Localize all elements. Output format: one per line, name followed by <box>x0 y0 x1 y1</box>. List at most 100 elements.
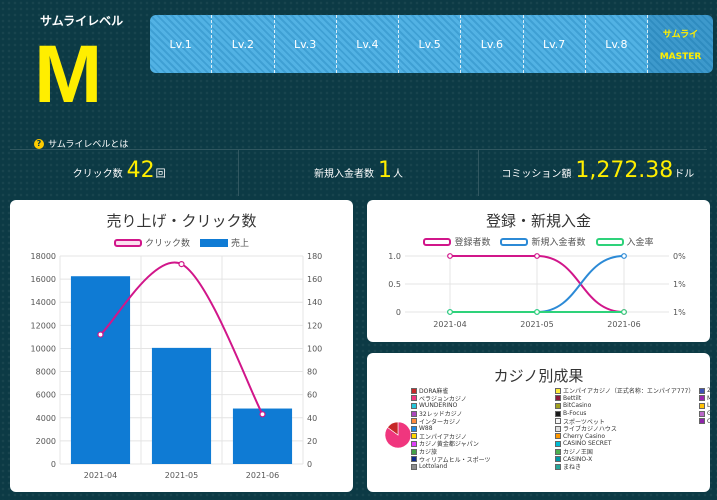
casino-legend-item[interactable]: B-Focus <box>555 410 693 418</box>
level-4[interactable]: Lv.4 <box>337 15 399 73</box>
casino-name: 21.com <box>707 387 710 395</box>
casino-legend-item[interactable]: ライブカジノハウス <box>555 425 693 433</box>
casino-legend-item[interactable]: エンパイアカジノ <box>411 433 549 441</box>
casino-legend-item[interactable]: Mystino <box>699 395 710 403</box>
casino-color-swatch <box>411 433 417 440</box>
depositors-value: 1 <box>377 158 392 183</box>
level-master[interactable]: サムライ MASTER <box>648 15 713 73</box>
level-7[interactable]: Lv.7 <box>524 15 586 73</box>
level-8[interactable]: Lv.8 <box>586 15 648 73</box>
clicks-point <box>97 331 104 338</box>
casino-name: カジ旅 <box>419 449 438 456</box>
legend-rate[interactable]: 入金率 <box>595 235 654 248</box>
casino-legend-item[interactable]: ベラジョンカジノ <box>411 395 549 402</box>
y-tick-right: 60 <box>307 391 317 400</box>
casino-color-swatch <box>555 425 561 432</box>
casino-legend-item[interactable]: Cherry Casino <box>555 433 693 441</box>
casino-legend-item[interactable]: インターカジノ <box>411 417 549 425</box>
level-3[interactable]: Lv.3 <box>275 15 337 73</box>
casino-legend-item[interactable]: 32レッドカジノ <box>411 410 549 418</box>
casino-legend-item[interactable]: カジノ王国 <box>555 448 693 456</box>
depositors-label: 新規入金者数 <box>313 169 374 180</box>
about-rank-link[interactable]: ? サムライレベルとは <box>34 137 128 150</box>
casino-legend-item[interactable]: カジ旅 <box>411 448 549 456</box>
casino-name: カジノ王国 <box>563 449 593 456</box>
casino-legend-item[interactable]: CASINO-X <box>555 455 693 463</box>
casino-name: Gambola <box>707 410 710 418</box>
casino-name: WUNDERINO <box>419 402 458 410</box>
y-tick-left: 10000 <box>31 344 56 353</box>
stat-clicks: クリック数 42 回 <box>0 150 240 196</box>
casino-legend-item[interactable]: W88 <box>411 425 549 433</box>
casino-legend-item[interactable]: Casumo <box>699 417 710 425</box>
commission-label: コミッション額 <box>501 169 572 180</box>
casino-name: スポーツベット <box>563 418 605 425</box>
level-1[interactable]: Lv.1 <box>150 15 213 73</box>
casino-name: ウィリアムヒル・スポーツ <box>419 456 491 463</box>
casino-legend-item[interactable]: まねき <box>555 463 693 471</box>
y-tick-left: 0 <box>51 460 56 469</box>
casino-legend-item[interactable]: BitCasino <box>555 402 693 410</box>
casino-legend-item[interactable]: Bettilt <box>555 395 693 403</box>
y-tick-left: 8000 <box>36 368 56 377</box>
x-tick-label: 2021-04 <box>84 471 117 480</box>
legend-sales[interactable]: 売上 <box>200 236 249 249</box>
casino-name: エンパイアカジノ <box>419 433 467 441</box>
casino-name: インターカジノ <box>419 418 461 425</box>
casino-legend-item[interactable]: Gambola <box>699 410 710 418</box>
signups-line-point <box>534 253 540 259</box>
casino-name: 32レッドカジノ <box>419 411 463 418</box>
level-6[interactable]: Lv.6 <box>461 15 524 73</box>
casino-color-swatch <box>555 418 561 425</box>
casino-color-swatch <box>555 463 561 470</box>
registration-chart-title: 登録・新規入金 <box>485 212 591 230</box>
legend-clicks[interactable]: クリック数 <box>113 236 190 249</box>
casino-color-swatch <box>555 448 561 455</box>
legend-clicks-label: クリック数 <box>144 239 190 249</box>
casino-legend-item[interactable]: CASINO SECRET <box>555 440 693 448</box>
y-tick-right: 20 <box>307 437 317 446</box>
level-2[interactable]: Lv.2 <box>212 15 275 73</box>
casino-color-swatch <box>411 456 417 463</box>
casino-legend-item[interactable]: カジノ黄金都ジャパン <box>411 440 549 448</box>
sales-chart-legend: クリック数 売上 <box>10 236 353 249</box>
clicks-point <box>178 260 185 268</box>
casino-name: CASINO SECRET <box>563 440 612 448</box>
y-tick-right: 40 <box>307 414 317 423</box>
casino-color-swatch <box>555 410 561 417</box>
master-bottom-label: MASTER <box>659 51 702 62</box>
clicks-value: 42 <box>126 158 155 183</box>
rate-line-point <box>534 309 540 315</box>
casino-legend-item[interactable]: Lottoland <box>411 463 549 471</box>
y-tick-left: 16000 <box>31 275 56 284</box>
about-rank-label: サムライレベルとは <box>48 140 129 150</box>
legend-signups-label: 登録者数 <box>454 238 491 248</box>
y-tick-right: 1% <box>673 280 686 289</box>
clicks-unit: 回 <box>155 169 166 180</box>
legend-new-depositors[interactable]: 新規入金者数 <box>500 235 586 248</box>
casino-card-title: カジノ別成果 <box>493 367 584 385</box>
x-tick-label: 2021-06 <box>246 471 279 480</box>
casino-name: Mystino <box>707 394 710 402</box>
casino-legend-item[interactable]: スポーツベット <box>555 417 693 425</box>
x-tick-label: 2021-05 <box>520 320 553 329</box>
casino-legend-item[interactable]: WUNDERINO <box>411 402 549 410</box>
casino-legend-col-1: DORA麻雀 ベラジョンカジノ WUNDERINO 32レッドカジノ インターカジノ W8… <box>411 387 549 471</box>
casino-legend-item[interactable]: エンパイアカジノ（正式名称：エンパイア777） <box>555 387 693 395</box>
y-tick-left: 6000 <box>36 391 56 400</box>
casino-color-swatch <box>555 395 561 402</box>
casino-legend-item[interactable]: 21.com <box>699 387 710 395</box>
legend-rate-swatch <box>595 237 624 246</box>
y-tick-left: 1.0 <box>388 252 401 261</box>
casino-legend-item[interactable]: DORA麻雀 <box>411 387 549 395</box>
legend-signups[interactable]: 登録者数 <box>423 235 490 248</box>
casino-legend-item[interactable]: ウィリアムヒル・スポーツ <box>411 455 549 463</box>
casino-legend: DORA麻雀 ベラジョンカジノ WUNDERINO 32レッドカジノ インターカジノ W8… <box>411 387 710 471</box>
level-5[interactable]: Lv.5 <box>399 15 462 73</box>
registration-chart-card: 登録・新規入金 登録者数 新規入金者数 入金率 0 0.5 1.0 0% 1% 1% 202… <box>367 200 710 342</box>
y-tick-left: 4000 <box>36 414 56 423</box>
sales-chart: 0 2000 4000 6000 8000 10000 12000 14000 16000 180… <box>31 252 323 480</box>
casino-name: CASINO-X <box>563 455 593 463</box>
casino-legend-item[interactable]: Luckyniki <box>699 402 710 410</box>
commission-value: 1,272.38 <box>575 158 674 183</box>
